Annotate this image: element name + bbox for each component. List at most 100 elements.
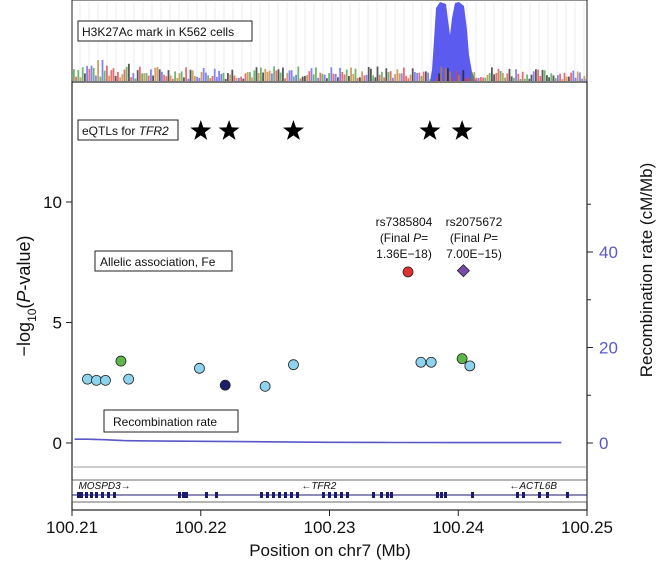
gene-exon <box>90 492 93 498</box>
track-noise-bar <box>414 72 416 81</box>
track-noise-bar <box>158 69 161 81</box>
gene-exon <box>101 492 104 498</box>
plot-frame <box>71 81 588 511</box>
gene-label-mospd3: MOSPD3→ <box>78 481 130 492</box>
track-noise-bar <box>405 75 407 81</box>
track-noise-bar <box>374 77 377 81</box>
track-noise-bar <box>517 73 520 81</box>
track-noise-bar <box>462 70 465 81</box>
snp-point <box>91 374 102 386</box>
track-noise-bar <box>167 70 170 81</box>
recomb-label-box <box>103 409 239 433</box>
gene-exon <box>284 492 287 498</box>
h3k27ac-track: H3K27Ac mark in K562 cells <box>71 0 588 83</box>
track-noise-bar <box>473 72 476 81</box>
track-noise-bar <box>572 70 575 81</box>
track-noise-bar <box>561 79 564 81</box>
track-noise-bar <box>466 77 469 81</box>
x-axis-ticks: 100.21 100.22 100.23 100.24 100.25 <box>46 510 613 537</box>
gene-exon <box>444 492 447 498</box>
track-noise-bar <box>196 76 198 81</box>
snp-point <box>82 373 93 385</box>
track-noise-bar <box>370 68 372 81</box>
track-noise-bar <box>264 68 267 81</box>
track-noise-bar <box>235 78 238 81</box>
track-noise-bar <box>420 75 423 81</box>
track-noise-bar <box>202 68 205 81</box>
track-noise-bar <box>535 69 537 81</box>
track-noise <box>73 59 588 81</box>
track-noise-bar <box>301 76 304 81</box>
track-noise-bar <box>407 78 410 81</box>
track-noise-bar <box>403 67 405 81</box>
gene-exon <box>290 492 293 498</box>
track-noise-bar <box>330 67 333 81</box>
track-noise-bar <box>339 67 341 81</box>
snp1-line3: 1.36E−18) <box>376 247 432 261</box>
track-noise-bar <box>519 79 522 81</box>
snp1-annotation: rs7385804 (Final P= 1.36E−18) <box>376 215 433 261</box>
gene-exon <box>296 492 299 498</box>
snp1-line2: (Final P= <box>380 231 428 245</box>
track-noise-bar <box>488 73 491 81</box>
recomb-label: Recombination rate <box>113 415 217 429</box>
track-noise-bar <box>257 73 260 81</box>
track-noise-bar <box>73 69 75 81</box>
track-noise-bar <box>502 73 504 81</box>
track-noise-bar <box>183 77 185 81</box>
gene-exon <box>266 492 269 498</box>
snp-point <box>415 356 427 368</box>
snp-point <box>194 362 205 374</box>
track-noise-bar <box>348 76 350 81</box>
eqtl-star <box>451 120 473 140</box>
snp-point <box>259 380 271 392</box>
snp-point <box>425 356 437 368</box>
track-noise-bar <box>453 71 456 81</box>
track-noise-bar <box>422 71 425 81</box>
track-noise-bar <box>506 73 509 81</box>
recombination-line <box>74 438 562 444</box>
track-noise-bar <box>180 71 183 81</box>
track-noise-bar <box>493 74 495 81</box>
track-noise-bar <box>90 65 93 81</box>
track-noise-bar <box>110 70 113 81</box>
x-tick-label: 100.23 <box>304 518 356 537</box>
association-points <box>82 264 476 392</box>
track-noise-bar <box>150 69 152 81</box>
gene-exon <box>386 492 389 498</box>
y2-axis-label: Recombination rate (cM/Mb) <box>637 163 656 377</box>
track-noise-bar <box>268 70 271 81</box>
gene-exon <box>113 492 116 498</box>
track-noise-bar <box>169 75 172 81</box>
track-noise-bar <box>383 77 385 81</box>
track-noise-bar <box>486 74 489 81</box>
track-noise-bar <box>198 77 201 81</box>
gene-exon <box>272 492 275 498</box>
x-axis-label: Position on chr7 (Mb) <box>249 541 411 560</box>
track-noise-bar <box>156 67 159 81</box>
track-noise-bar <box>286 72 289 81</box>
track-noise-bar <box>387 72 390 81</box>
track-noise-bar <box>103 70 106 81</box>
gene-exon <box>260 492 263 498</box>
track-noise-bar <box>295 74 297 81</box>
track-noise-bar <box>337 77 339 81</box>
snp2-line2: (Final P= <box>450 231 498 245</box>
track-noise-bar <box>161 71 163 81</box>
track-noise-bar <box>244 73 247 81</box>
track-noise-bar <box>189 69 192 81</box>
gene-exon <box>205 492 208 498</box>
track-noise-bar <box>242 78 245 81</box>
y2-tick-label: 0 <box>599 434 608 453</box>
track-noise-bar <box>451 78 454 81</box>
y-axis-ticks: 0 5 10 <box>43 193 72 453</box>
track-noise-bar <box>246 72 249 81</box>
track-noise-bar <box>299 78 302 81</box>
track-noise-bar <box>132 73 135 81</box>
y2-tick-label: 40 <box>599 243 618 262</box>
track-noise-bar <box>106 65 108 81</box>
track-noise-bar <box>365 74 368 81</box>
track-noise-bar <box>275 70 278 81</box>
allelic-label-box <box>94 250 233 272</box>
